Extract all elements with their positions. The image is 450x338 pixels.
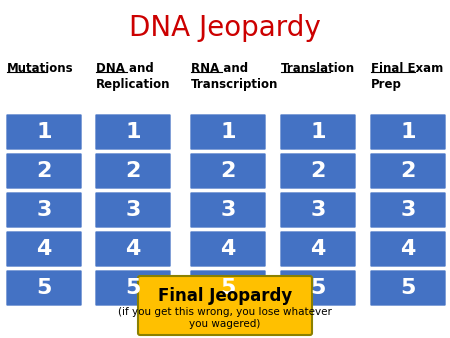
Text: 5: 5 <box>125 278 141 298</box>
Text: 1: 1 <box>310 122 326 142</box>
FancyBboxPatch shape <box>279 269 356 307</box>
FancyBboxPatch shape <box>94 231 171 267</box>
Text: 5: 5 <box>36 278 52 298</box>
Text: 4: 4 <box>36 239 52 259</box>
FancyBboxPatch shape <box>279 114 356 150</box>
FancyBboxPatch shape <box>369 269 446 307</box>
Text: 2: 2 <box>125 161 141 181</box>
Text: Final Exam
Prep: Final Exam Prep <box>371 62 443 91</box>
Text: 4: 4 <box>125 239 141 259</box>
FancyBboxPatch shape <box>279 152 356 190</box>
Text: 2: 2 <box>310 161 326 181</box>
Text: 1: 1 <box>400 122 416 142</box>
FancyBboxPatch shape <box>279 192 356 228</box>
Text: DNA and
Replication: DNA and Replication <box>96 62 171 91</box>
Text: (if you get this wrong, you lose whatever
you wagered): (if you get this wrong, you lose whateve… <box>118 307 332 329</box>
FancyBboxPatch shape <box>279 231 356 267</box>
FancyBboxPatch shape <box>138 276 312 335</box>
FancyBboxPatch shape <box>94 192 171 228</box>
Text: 3: 3 <box>220 200 236 220</box>
Text: 4: 4 <box>400 239 416 259</box>
Text: 4: 4 <box>310 239 326 259</box>
FancyBboxPatch shape <box>5 114 82 150</box>
FancyBboxPatch shape <box>189 192 266 228</box>
Text: 3: 3 <box>310 200 326 220</box>
FancyBboxPatch shape <box>5 152 82 190</box>
FancyBboxPatch shape <box>5 192 82 228</box>
FancyBboxPatch shape <box>369 231 446 267</box>
FancyBboxPatch shape <box>369 152 446 190</box>
FancyBboxPatch shape <box>189 114 266 150</box>
Text: 4: 4 <box>220 239 236 259</box>
FancyBboxPatch shape <box>189 231 266 267</box>
Text: Translation: Translation <box>281 62 355 75</box>
Text: 1: 1 <box>36 122 52 142</box>
Text: RNA and
Transcription: RNA and Transcription <box>191 62 279 91</box>
FancyBboxPatch shape <box>369 114 446 150</box>
FancyBboxPatch shape <box>94 269 171 307</box>
Text: DNA Jeopardy: DNA Jeopardy <box>129 14 321 42</box>
Text: 5: 5 <box>220 278 236 298</box>
Text: 2: 2 <box>36 161 52 181</box>
FancyBboxPatch shape <box>369 192 446 228</box>
Text: 3: 3 <box>125 200 141 220</box>
FancyBboxPatch shape <box>5 269 82 307</box>
Text: 3: 3 <box>36 200 52 220</box>
Text: Final Jeopardy: Final Jeopardy <box>158 287 292 305</box>
Text: 5: 5 <box>400 278 416 298</box>
Text: 1: 1 <box>125 122 141 142</box>
Text: 5: 5 <box>310 278 326 298</box>
FancyBboxPatch shape <box>5 231 82 267</box>
FancyBboxPatch shape <box>94 114 171 150</box>
Text: Mutations: Mutations <box>7 62 74 75</box>
Text: 1: 1 <box>220 122 236 142</box>
Text: 3: 3 <box>400 200 416 220</box>
Text: 2: 2 <box>400 161 416 181</box>
FancyBboxPatch shape <box>189 269 266 307</box>
FancyBboxPatch shape <box>189 152 266 190</box>
Text: 2: 2 <box>220 161 236 181</box>
FancyBboxPatch shape <box>94 152 171 190</box>
